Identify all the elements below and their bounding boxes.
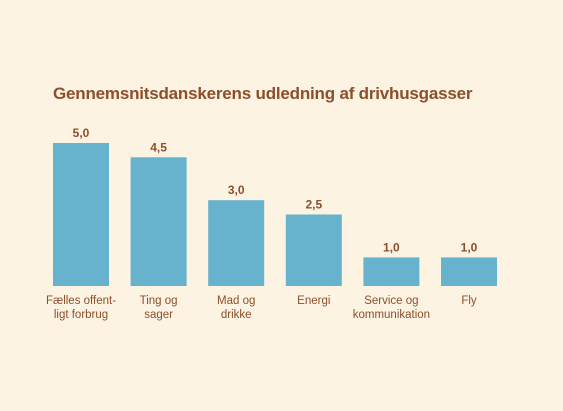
category-label: Ting og sager bbox=[140, 295, 178, 321]
bar bbox=[53, 143, 109, 286]
bar bbox=[208, 200, 265, 286]
bar bbox=[441, 257, 497, 286]
category-label: Service og kommunikation bbox=[353, 295, 430, 321]
chart-title: Gennemsnitsdanskerens udledning af drivh… bbox=[53, 84, 473, 103]
bar-value-label: 4,5 bbox=[150, 140, 167, 154]
category-label: Fly bbox=[461, 295, 477, 307]
bar-value-label: 2,5 bbox=[305, 198, 322, 212]
category-label: Mad og drikke bbox=[217, 295, 255, 321]
category-label: Fælles offent-ligt forbrug bbox=[46, 295, 116, 321]
bar-value-label: 1,0 bbox=[461, 240, 478, 254]
bar-value-label: 5,0 bbox=[73, 126, 90, 140]
bar bbox=[130, 157, 187, 286]
bar-value-label: 1,0 bbox=[383, 240, 400, 254]
category-label: Energi bbox=[297, 295, 330, 307]
bar bbox=[285, 214, 342, 286]
bar bbox=[363, 257, 420, 286]
bar-value-label: 3,0 bbox=[228, 183, 245, 197]
